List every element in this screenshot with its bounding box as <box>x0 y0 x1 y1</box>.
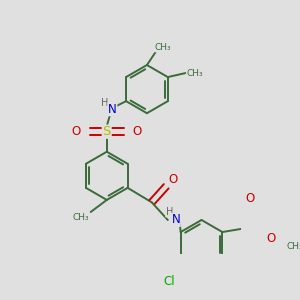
Text: H: H <box>101 98 108 108</box>
Text: O: O <box>133 125 142 138</box>
Text: O: O <box>266 232 275 245</box>
Text: CH₃: CH₃ <box>73 213 89 222</box>
Text: CH₃: CH₃ <box>187 69 203 78</box>
Text: Cl: Cl <box>164 275 175 288</box>
Text: CH₃: CH₃ <box>155 43 171 52</box>
Text: S: S <box>103 125 111 138</box>
Text: O: O <box>246 192 255 205</box>
Text: H: H <box>166 207 173 217</box>
Text: N: N <box>172 214 180 226</box>
Text: N: N <box>108 103 117 116</box>
Text: CH₃: CH₃ <box>286 242 300 251</box>
Text: O: O <box>72 125 81 138</box>
Text: O: O <box>168 173 177 186</box>
